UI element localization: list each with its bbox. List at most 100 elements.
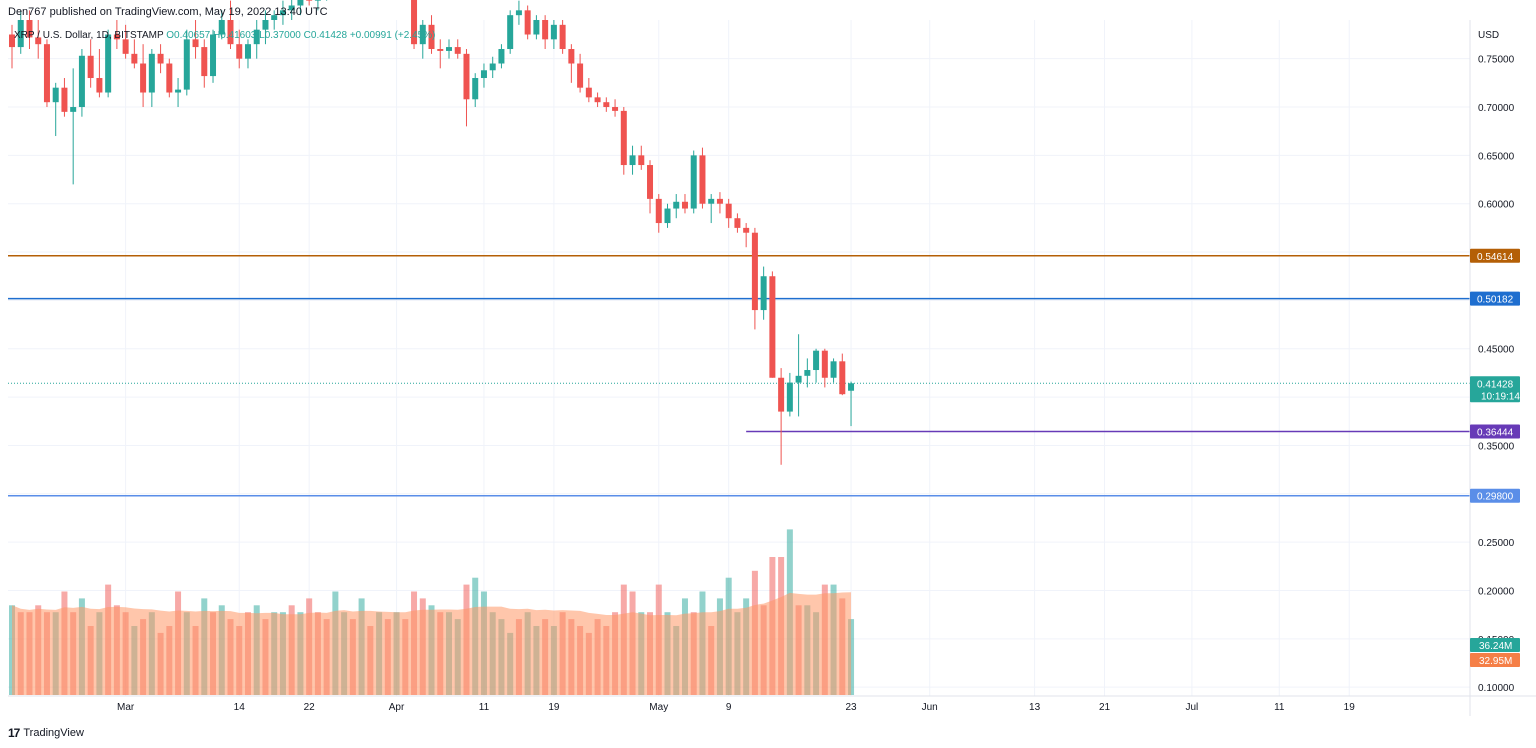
level-price-tag-box (1470, 248, 1520, 263)
candle (43, 39, 50, 108)
candle-body (210, 34, 217, 77)
candle-body (17, 20, 24, 48)
candle (192, 20, 199, 59)
candle (585, 78, 592, 103)
time-tick-label: 21 (1099, 702, 1111, 713)
candle (17, 10, 24, 54)
tradingview-logo-icon: 17 (8, 726, 20, 740)
candle (620, 107, 627, 175)
candle (175, 78, 182, 108)
candle (795, 334, 802, 417)
last-price-tag-box (1470, 376, 1520, 403)
volume-value-text: 32.95M (1479, 656, 1512, 667)
time-tick-label: 22 (304, 702, 316, 713)
candle (638, 145, 645, 170)
candle-body (122, 39, 129, 54)
level-price-tag-text: 0.54614 (1477, 252, 1514, 263)
level-price-tag-text: 0.36444 (1477, 427, 1514, 438)
candle (87, 39, 94, 88)
candle-body (647, 165, 654, 199)
candle-body (594, 97, 601, 103)
candle (210, 29, 217, 83)
candle (804, 358, 811, 388)
time-tick-label: 11 (1274, 702, 1285, 713)
publish-info: Den767 published on TradingView.com, May… (8, 6, 328, 18)
time-tick-label: Mar (117, 702, 135, 713)
candle (148, 49, 155, 108)
volume-value-text: 36.24M (1479, 641, 1512, 652)
level-price-tag: 0.54614 (1470, 248, 1520, 263)
level-price-tag: 0.50182 (1470, 291, 1520, 306)
candle-body (218, 20, 225, 35)
candle-body (690, 155, 697, 209)
candle (480, 63, 487, 88)
candle (725, 198, 732, 228)
candle-body (140, 63, 147, 93)
level-price-tag-text: 0.50182 (1477, 295, 1514, 306)
candle (690, 150, 697, 214)
candle-body (288, 5, 295, 11)
horizontal-levels[interactable] (8, 255, 1470, 497)
price-axis-currency: USD (1478, 30, 1499, 41)
candle (454, 39, 461, 59)
candle (778, 368, 785, 465)
time-tick-label: Jun (922, 702, 938, 713)
price-tags: 0.54614 0.50182 0.36444 0.29800 0.4142810:19… (1470, 248, 1520, 667)
candle-body (236, 44, 243, 59)
candle (437, 39, 444, 69)
chart-grid (8, 20, 1470, 696)
candle-body (454, 47, 461, 54)
symbol-legend[interactable]: XRP / U.S. Dollar, 1D, BITSTAMP O0.40657… (14, 30, 435, 41)
tradingview-footer[interactable]: 17 TradingView (8, 726, 84, 740)
price-tick-label: 0.75000 (1478, 55, 1515, 66)
candle-body (673, 201, 680, 209)
ohlc-close: C0.41428 (303, 30, 348, 41)
candle-body (113, 34, 120, 40)
time-axis[interactable]: Mar 14 22 Apr 11 19 May 9 23 Jun 13 21 Jul 11 19 (117, 702, 1355, 713)
candle (9, 24, 15, 69)
candle-body (9, 34, 15, 48)
candle-body (664, 208, 671, 224)
last-price-value: 0.41428 (1477, 379, 1514, 390)
time-tick-label: 19 (548, 702, 560, 713)
candle-body (550, 24, 557, 40)
candle (673, 194, 680, 219)
candle-body (708, 198, 715, 204)
candle (122, 24, 129, 59)
candle (612, 99, 619, 117)
candle-body (96, 78, 103, 93)
candle-body (26, 20, 33, 38)
candle (821, 348, 828, 388)
candle-body (559, 24, 566, 50)
candle (708, 194, 715, 224)
candle-body (105, 34, 112, 93)
candle-body (585, 87, 592, 98)
candle-body (78, 55, 85, 108)
candle (629, 145, 636, 175)
candle-body (87, 55, 94, 79)
candle-body (743, 227, 750, 233)
candle (559, 20, 566, 54)
candle (26, 10, 33, 50)
candle-body (760, 276, 767, 311)
candle-body (148, 53, 155, 93)
candle-body (507, 15, 514, 50)
level-price-tag: 0.29800 (1470, 488, 1520, 503)
candle (655, 194, 662, 233)
time-tick-label: 14 (234, 702, 246, 713)
bar-countdown: 10:19:14 (1481, 391, 1520, 402)
candle (271, 10, 278, 30)
candle (218, 10, 225, 40)
volume-value-tag-box (1470, 638, 1520, 652)
level-price-tag-box (1470, 291, 1520, 306)
candle (507, 10, 514, 54)
candle (699, 147, 706, 209)
candle-body (61, 87, 68, 112)
candle (524, 5, 531, 40)
candle (603, 97, 610, 112)
candle-body (498, 49, 505, 64)
candle-body (638, 155, 645, 166)
candle-body (681, 201, 688, 209)
